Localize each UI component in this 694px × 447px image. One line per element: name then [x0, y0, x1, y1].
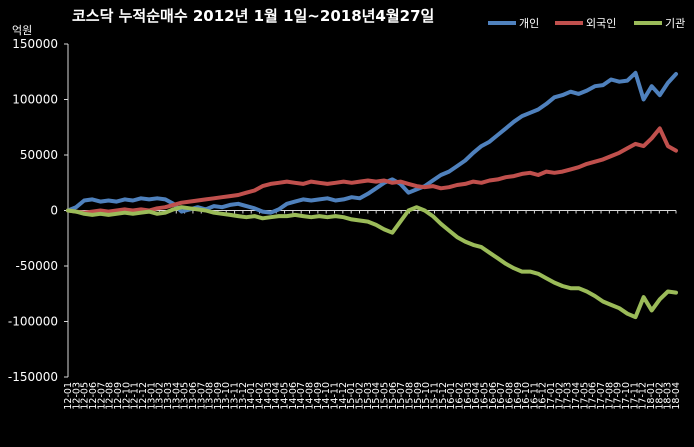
x-tick-label: 14-10: [321, 382, 332, 410]
y-tick-label: 150000: [12, 37, 58, 51]
legend-label: 외국인: [586, 17, 616, 30]
x-tick-label: 14-11: [330, 382, 341, 410]
series-lines: [66, 70, 678, 320]
x-tick-label: 17-12: [638, 382, 649, 410]
x-tick-label: 17-07: [596, 382, 607, 410]
x-tick-label: 12-08: [105, 382, 116, 410]
x-tick-label: 12-01: [63, 382, 74, 410]
x-tick-label: 16-07: [496, 382, 507, 410]
x-tick-label: 18-01: [646, 382, 657, 410]
x-tick-label: 14-02: [255, 382, 266, 410]
series-line-개인: [66, 70, 678, 215]
x-tick-label: 18-04: [671, 382, 682, 410]
x-tick-label: 15-10: [421, 382, 432, 410]
x-tick-label: 13-11: [230, 382, 241, 410]
y-tick-label: 0: [50, 204, 58, 218]
x-tick-label: 18-03: [663, 382, 674, 410]
x-tick-label: 12-03: [71, 382, 82, 410]
x-tick-label: 17-10: [621, 382, 632, 410]
x-tick-label: 14-04: [271, 382, 282, 410]
x-tick-label: 15-02: [355, 382, 366, 410]
x-tick-label: 14-09: [313, 382, 324, 410]
x-tick-label: 17-05: [579, 382, 590, 410]
x-tick-label: 16-12: [538, 382, 549, 410]
x-axis-ticks: 12-0112-0312-0512-0612-0712-0812-0912-10…: [63, 382, 682, 410]
x-tick-label: 15-04: [371, 382, 382, 410]
x-tick-label: 16-04: [471, 382, 482, 410]
legend-label: 기관: [665, 17, 685, 30]
x-tick-label: 13-05: [180, 382, 191, 410]
x-tick-label: 15-11: [429, 382, 440, 410]
y-axis-label: 억원: [12, 24, 32, 37]
x-tick-label: 17-09: [613, 382, 624, 410]
chart-title: 코스닥 누적순매수 2012년 1월 1일~2018년4월27일: [72, 7, 434, 25]
x-tick-label: 12-12: [138, 382, 149, 410]
x-tick-label: 17-04: [571, 382, 582, 410]
axes: [67, 44, 677, 377]
x-tick-label: 13-12: [238, 382, 249, 410]
x-tick-label: 15-01: [346, 382, 357, 410]
series-line-기관: [66, 205, 678, 320]
x-tick-label: 16-03: [463, 382, 474, 410]
x-tick-label: 17-02: [554, 382, 565, 410]
x-tick-label: 13-04: [171, 382, 182, 410]
x-tick-label: 17-11: [629, 382, 640, 410]
x-tick-label: 15-05: [379, 382, 390, 410]
x-tick-label: 14-03: [263, 382, 274, 410]
legend: 개인 외국인 기관: [488, 17, 685, 30]
x-tick-label: 13-02: [155, 382, 166, 410]
x-tick-label: 14-05: [280, 382, 291, 410]
series-line-외국인: [66, 126, 678, 215]
x-tick-label: 16-01: [446, 382, 457, 410]
x-tick-label: 12-09: [113, 382, 124, 410]
x-tick-label: 18-02: [654, 382, 665, 410]
x-tick-label: 12-07: [96, 382, 107, 410]
x-tick-label: 17-01: [546, 382, 557, 410]
x-tick-label: 15-08: [404, 382, 415, 410]
x-tick-label: 16-11: [529, 382, 540, 410]
x-tick-label: 17-03: [563, 382, 574, 410]
x-tick-label: 13-03: [163, 382, 174, 410]
x-tick-label: 13-08: [205, 382, 216, 410]
x-tick-label: 14-07: [296, 382, 307, 410]
x-tick-label: 15-12: [438, 382, 449, 410]
x-tick-label: 15-06: [388, 382, 399, 410]
x-tick-label: 13-06: [188, 382, 199, 410]
legend-label: 개인: [519, 17, 539, 30]
x-tick-label: 13-10: [221, 382, 232, 410]
x-tick-label: 16-06: [488, 382, 499, 410]
y-tick-label: -50000: [15, 259, 58, 273]
x-tick-label: 17-06: [588, 382, 599, 410]
x-tick-label: 17-08: [604, 382, 615, 410]
y-tick-label: -150000: [8, 370, 58, 384]
x-tick-label: 12-11: [130, 382, 141, 410]
x-tick-label: 14-12: [338, 382, 349, 410]
x-tick-label: 16-05: [479, 382, 490, 410]
y-axis-ticks: 150000 100000 50000 0 -50000 -100000 -150000: [8, 37, 68, 384]
y-tick-label: 100000: [12, 93, 58, 107]
x-tick-label: 13-01: [146, 382, 157, 410]
x-tick-label: 15-03: [363, 382, 374, 410]
x-tick-label: 12-10: [121, 382, 132, 410]
y-tick-label: -100000: [8, 315, 58, 329]
x-tick-label: 14-01: [246, 382, 257, 410]
x-tick-label: 14-08: [305, 382, 316, 410]
x-tick-label: 16-08: [504, 382, 515, 410]
y-tick-label: 50000: [20, 148, 58, 162]
x-tick-label: 15-07: [396, 382, 407, 410]
x-tick-label: 12-06: [88, 382, 99, 410]
x-tick-label: 16-09: [513, 382, 524, 410]
x-tick-label: 16-02: [454, 382, 465, 410]
x-tick-label: 14-06: [288, 382, 299, 410]
x-tick-label: 16-10: [521, 382, 532, 410]
x-tick-label: 13-07: [196, 382, 207, 410]
x-tick-label: 15-09: [413, 382, 424, 410]
x-tick-label: 12-05: [80, 382, 91, 410]
x-tick-label: 13-09: [213, 382, 224, 410]
